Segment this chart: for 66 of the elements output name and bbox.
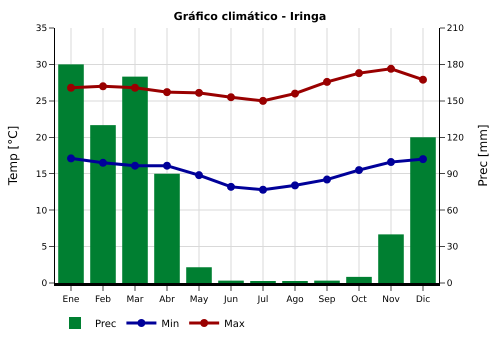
y-tick-label: 30 [36,60,48,71]
bar [378,234,404,283]
x-tick-label: Feb [95,294,112,305]
bar [90,125,116,283]
point [387,158,395,166]
y-tick-label: 5 [41,242,48,253]
point [131,84,139,92]
point [259,186,267,194]
x-tick-label: Ago [286,294,304,305]
point [227,182,235,191]
y-tick-label: 0 [41,279,48,290]
bar [186,267,212,283]
bar [122,76,148,283]
x-tick-label: Abr [159,294,176,305]
legend-label: Max [224,318,245,330]
x-tick-label: Jul [256,294,268,305]
point [291,90,299,98]
x-tick-label: Nov [382,294,400,305]
bar [58,64,84,283]
point [355,166,363,174]
point [131,162,139,170]
point [163,88,171,96]
point [67,154,75,162]
y-tick-label: 25 [36,97,48,108]
y-tick-label: 35 [36,24,48,34]
point [195,88,203,97]
y2-tick-label: 150 [446,97,464,108]
x-tick-label: Mar [126,294,144,305]
x-tick-label: Sep [318,294,336,305]
y-tick-label: 20 [36,133,48,144]
x-tick-label: Dic [416,294,430,305]
point [99,82,107,90]
point [323,78,331,86]
y2-tick-label: 90 [446,170,459,180]
point [419,76,427,84]
point [259,96,267,105]
x-tick-label: Jun [222,294,238,305]
point [323,176,331,184]
y2-tick-label: 120 [446,133,464,144]
y2-tick-label: 210 [446,24,464,34]
point [355,69,363,78]
y2-tick-label: 60 [446,206,459,216]
legend-label: Prec [95,318,116,330]
y2-axis-title: Prec [mm] [476,124,490,187]
bar [346,276,372,283]
y-tick-label: 10 [36,206,48,216]
point [227,93,235,102]
bar [154,174,180,283]
chart-title: Gráfico climático - Iringa [174,10,326,23]
point [291,181,299,190]
point [67,84,75,92]
x-tick-label: Ene [62,294,80,305]
point [419,155,427,164]
x-tick-label: Oct [351,294,368,305]
point [387,64,395,73]
point [195,171,203,180]
point [99,158,107,167]
bar [410,137,436,283]
point [163,162,171,170]
y2-tick-label: 30 [446,242,459,253]
y-axis-title: Temp [°C] [6,126,20,186]
x-tick-label: May [190,294,209,305]
legend-label: Min [161,318,180,330]
y-tick-label: 15 [36,170,48,180]
y2-tick-label: 0 [446,279,453,290]
y2-tick-label: 180 [446,60,464,71]
